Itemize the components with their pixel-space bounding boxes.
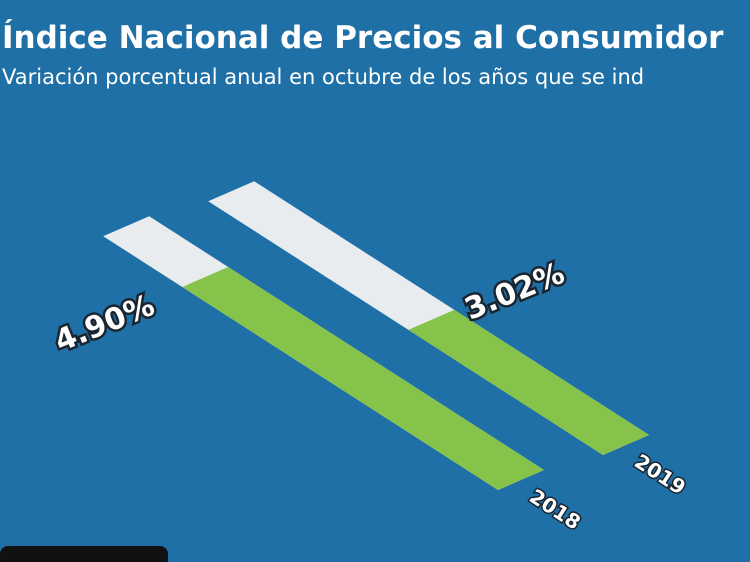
chart-title: Índice Nacional de Precios al Consumidor [2, 20, 724, 56]
bar [182, 267, 544, 490]
footer-badge [0, 546, 168, 562]
bar [408, 309, 649, 455]
chart-subtitle: Variación porcentual anual en octubre de… [2, 65, 644, 89]
